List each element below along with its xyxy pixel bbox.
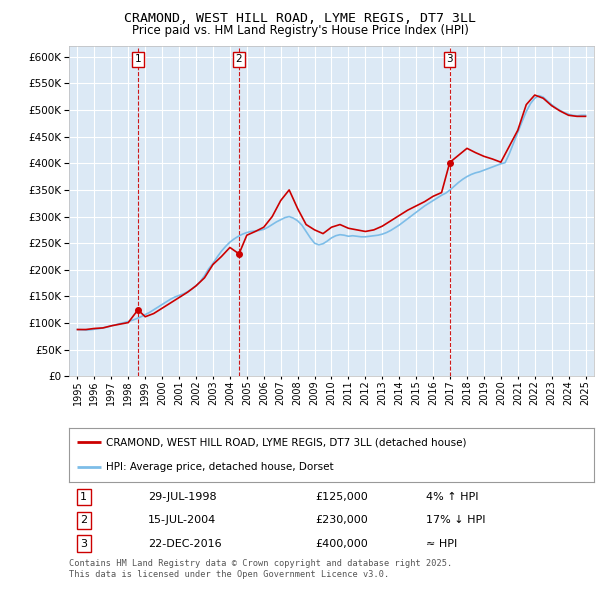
Text: 4% ↑ HPI: 4% ↑ HPI (426, 492, 479, 502)
Text: £230,000: £230,000 (316, 516, 368, 525)
Text: 3: 3 (80, 539, 87, 549)
Text: HPI: Average price, detached house, Dorset: HPI: Average price, detached house, Dors… (106, 463, 334, 473)
Text: CRAMOND, WEST HILL ROAD, LYME REGIS, DT7 3LL: CRAMOND, WEST HILL ROAD, LYME REGIS, DT7… (124, 12, 476, 25)
Text: 17% ↓ HPI: 17% ↓ HPI (426, 516, 485, 525)
Text: 1: 1 (80, 492, 87, 502)
Text: £400,000: £400,000 (316, 539, 368, 549)
Text: CRAMOND, WEST HILL ROAD, LYME REGIS, DT7 3LL (detached house): CRAMOND, WEST HILL ROAD, LYME REGIS, DT7… (106, 437, 466, 447)
Text: ≈ HPI: ≈ HPI (426, 539, 457, 549)
Text: 2: 2 (236, 54, 242, 64)
Text: Contains HM Land Registry data © Crown copyright and database right 2025.
This d: Contains HM Land Registry data © Crown c… (69, 559, 452, 579)
Text: 15-JUL-2004: 15-JUL-2004 (148, 516, 216, 525)
Text: 1: 1 (134, 54, 141, 64)
Text: 2: 2 (80, 516, 87, 525)
Text: £125,000: £125,000 (316, 492, 368, 502)
Text: 22-DEC-2016: 22-DEC-2016 (148, 539, 221, 549)
Text: Price paid vs. HM Land Registry's House Price Index (HPI): Price paid vs. HM Land Registry's House … (131, 24, 469, 37)
Text: 3: 3 (446, 54, 453, 64)
Text: 29-JUL-1998: 29-JUL-1998 (148, 492, 217, 502)
